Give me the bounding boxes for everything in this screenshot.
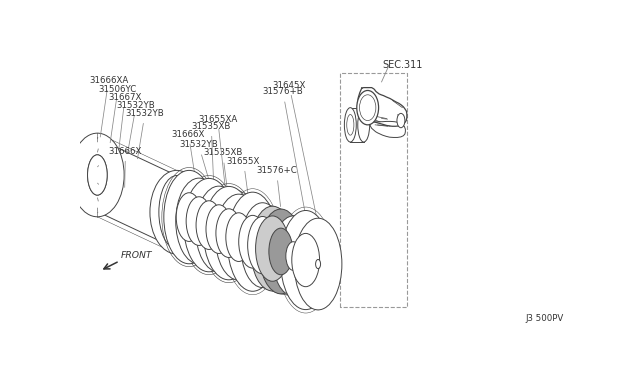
Text: 31645X: 31645X bbox=[273, 81, 317, 217]
Text: 31655XA: 31655XA bbox=[198, 115, 237, 195]
Text: 31535XB: 31535XB bbox=[203, 148, 243, 191]
Ellipse shape bbox=[356, 90, 379, 125]
Text: SEC.311: SEC.311 bbox=[383, 60, 423, 70]
Ellipse shape bbox=[239, 215, 266, 268]
Ellipse shape bbox=[316, 260, 321, 269]
Ellipse shape bbox=[88, 155, 107, 195]
Text: 31576+B: 31576+B bbox=[262, 87, 305, 213]
Ellipse shape bbox=[227, 192, 278, 291]
Ellipse shape bbox=[70, 133, 124, 217]
Ellipse shape bbox=[273, 216, 314, 296]
Text: FRONT: FRONT bbox=[121, 251, 153, 260]
Ellipse shape bbox=[150, 170, 204, 254]
Ellipse shape bbox=[184, 179, 234, 272]
Ellipse shape bbox=[204, 186, 254, 280]
Text: 31535XB: 31535XB bbox=[191, 122, 231, 187]
Text: 31666XA: 31666XA bbox=[89, 76, 128, 137]
Ellipse shape bbox=[196, 186, 242, 272]
Ellipse shape bbox=[248, 217, 277, 274]
Ellipse shape bbox=[216, 209, 242, 257]
Text: 31506YC: 31506YC bbox=[99, 84, 137, 143]
Ellipse shape bbox=[286, 242, 301, 270]
Ellipse shape bbox=[251, 206, 294, 291]
Text: 31532YB: 31532YB bbox=[179, 140, 218, 186]
Ellipse shape bbox=[164, 170, 214, 264]
Ellipse shape bbox=[206, 205, 232, 253]
Ellipse shape bbox=[186, 197, 212, 246]
Ellipse shape bbox=[280, 211, 331, 310]
Text: 31576+C: 31576+C bbox=[256, 166, 297, 206]
Ellipse shape bbox=[226, 213, 252, 262]
Text: 31666X: 31666X bbox=[109, 147, 142, 187]
Ellipse shape bbox=[159, 176, 195, 249]
Ellipse shape bbox=[292, 233, 319, 287]
Ellipse shape bbox=[269, 228, 293, 275]
Ellipse shape bbox=[397, 113, 405, 128]
Ellipse shape bbox=[344, 108, 356, 142]
Ellipse shape bbox=[176, 193, 202, 241]
Text: 31532YB: 31532YB bbox=[125, 109, 164, 159]
Ellipse shape bbox=[216, 194, 262, 280]
Ellipse shape bbox=[241, 203, 284, 288]
Ellipse shape bbox=[358, 108, 370, 142]
Text: J3 500PV: J3 500PV bbox=[525, 314, 564, 323]
Ellipse shape bbox=[88, 155, 107, 195]
Ellipse shape bbox=[294, 218, 342, 310]
Text: 31532YB: 31532YB bbox=[116, 101, 156, 153]
Ellipse shape bbox=[347, 115, 354, 135]
Ellipse shape bbox=[259, 209, 303, 294]
Ellipse shape bbox=[196, 201, 222, 250]
Text: 31666X: 31666X bbox=[172, 129, 205, 180]
Ellipse shape bbox=[176, 178, 222, 264]
Ellipse shape bbox=[360, 95, 376, 121]
Ellipse shape bbox=[255, 216, 289, 281]
Text: 31667X: 31667X bbox=[108, 93, 141, 148]
Text: 31655X: 31655X bbox=[227, 157, 260, 196]
